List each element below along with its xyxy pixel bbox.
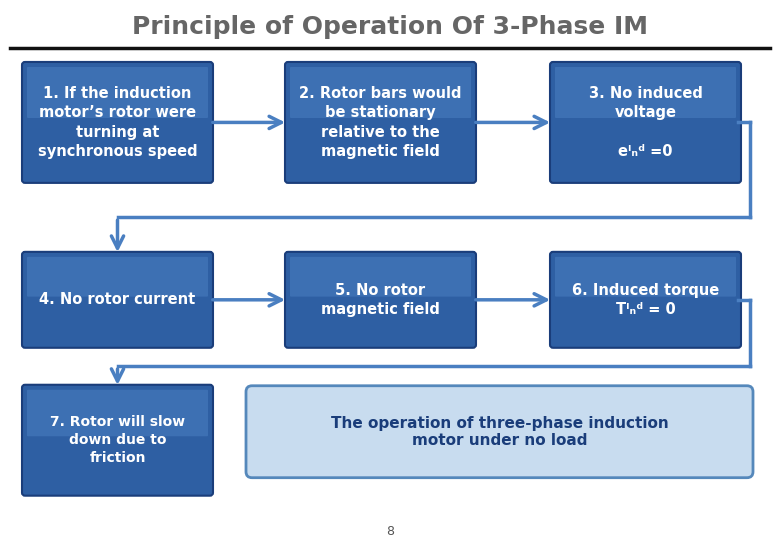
FancyBboxPatch shape <box>290 257 471 296</box>
FancyBboxPatch shape <box>290 67 471 118</box>
Text: 5. No rotor
magnetic field: 5. No rotor magnetic field <box>321 283 440 317</box>
FancyBboxPatch shape <box>555 257 736 296</box>
FancyBboxPatch shape <box>27 390 208 436</box>
FancyBboxPatch shape <box>22 62 213 183</box>
FancyBboxPatch shape <box>555 67 736 118</box>
Text: 4. No rotor current: 4. No rotor current <box>39 292 196 307</box>
Text: 1. If the induction
motor’s rotor were
turning at
synchronous speed: 1. If the induction motor’s rotor were t… <box>37 86 197 159</box>
FancyBboxPatch shape <box>22 252 213 348</box>
Text: 8: 8 <box>386 525 394 538</box>
Text: Principle of Operation Of 3-Phase IM: Principle of Operation Of 3-Phase IM <box>132 15 648 39</box>
Text: The operation of three-phase induction
motor under no load: The operation of three-phase induction m… <box>331 415 668 448</box>
FancyBboxPatch shape <box>27 67 208 118</box>
FancyBboxPatch shape <box>550 62 741 183</box>
FancyBboxPatch shape <box>285 62 476 183</box>
Text: 3. No induced
voltage

eᴵₙᵈ =0: 3. No induced voltage eᴵₙᵈ =0 <box>589 86 703 159</box>
Text: 6. Induced torque
Tᴵₙᵈ = 0: 6. Induced torque Tᴵₙᵈ = 0 <box>572 283 719 317</box>
Text: 7. Rotor will slow
down due to
friction: 7. Rotor will slow down due to friction <box>50 415 185 465</box>
FancyBboxPatch shape <box>27 257 208 296</box>
FancyBboxPatch shape <box>285 252 476 348</box>
Text: 2. Rotor bars would
be stationary
relative to the
magnetic field: 2. Rotor bars would be stationary relati… <box>300 86 462 159</box>
FancyBboxPatch shape <box>22 385 213 496</box>
FancyBboxPatch shape <box>246 386 753 478</box>
FancyBboxPatch shape <box>550 252 741 348</box>
